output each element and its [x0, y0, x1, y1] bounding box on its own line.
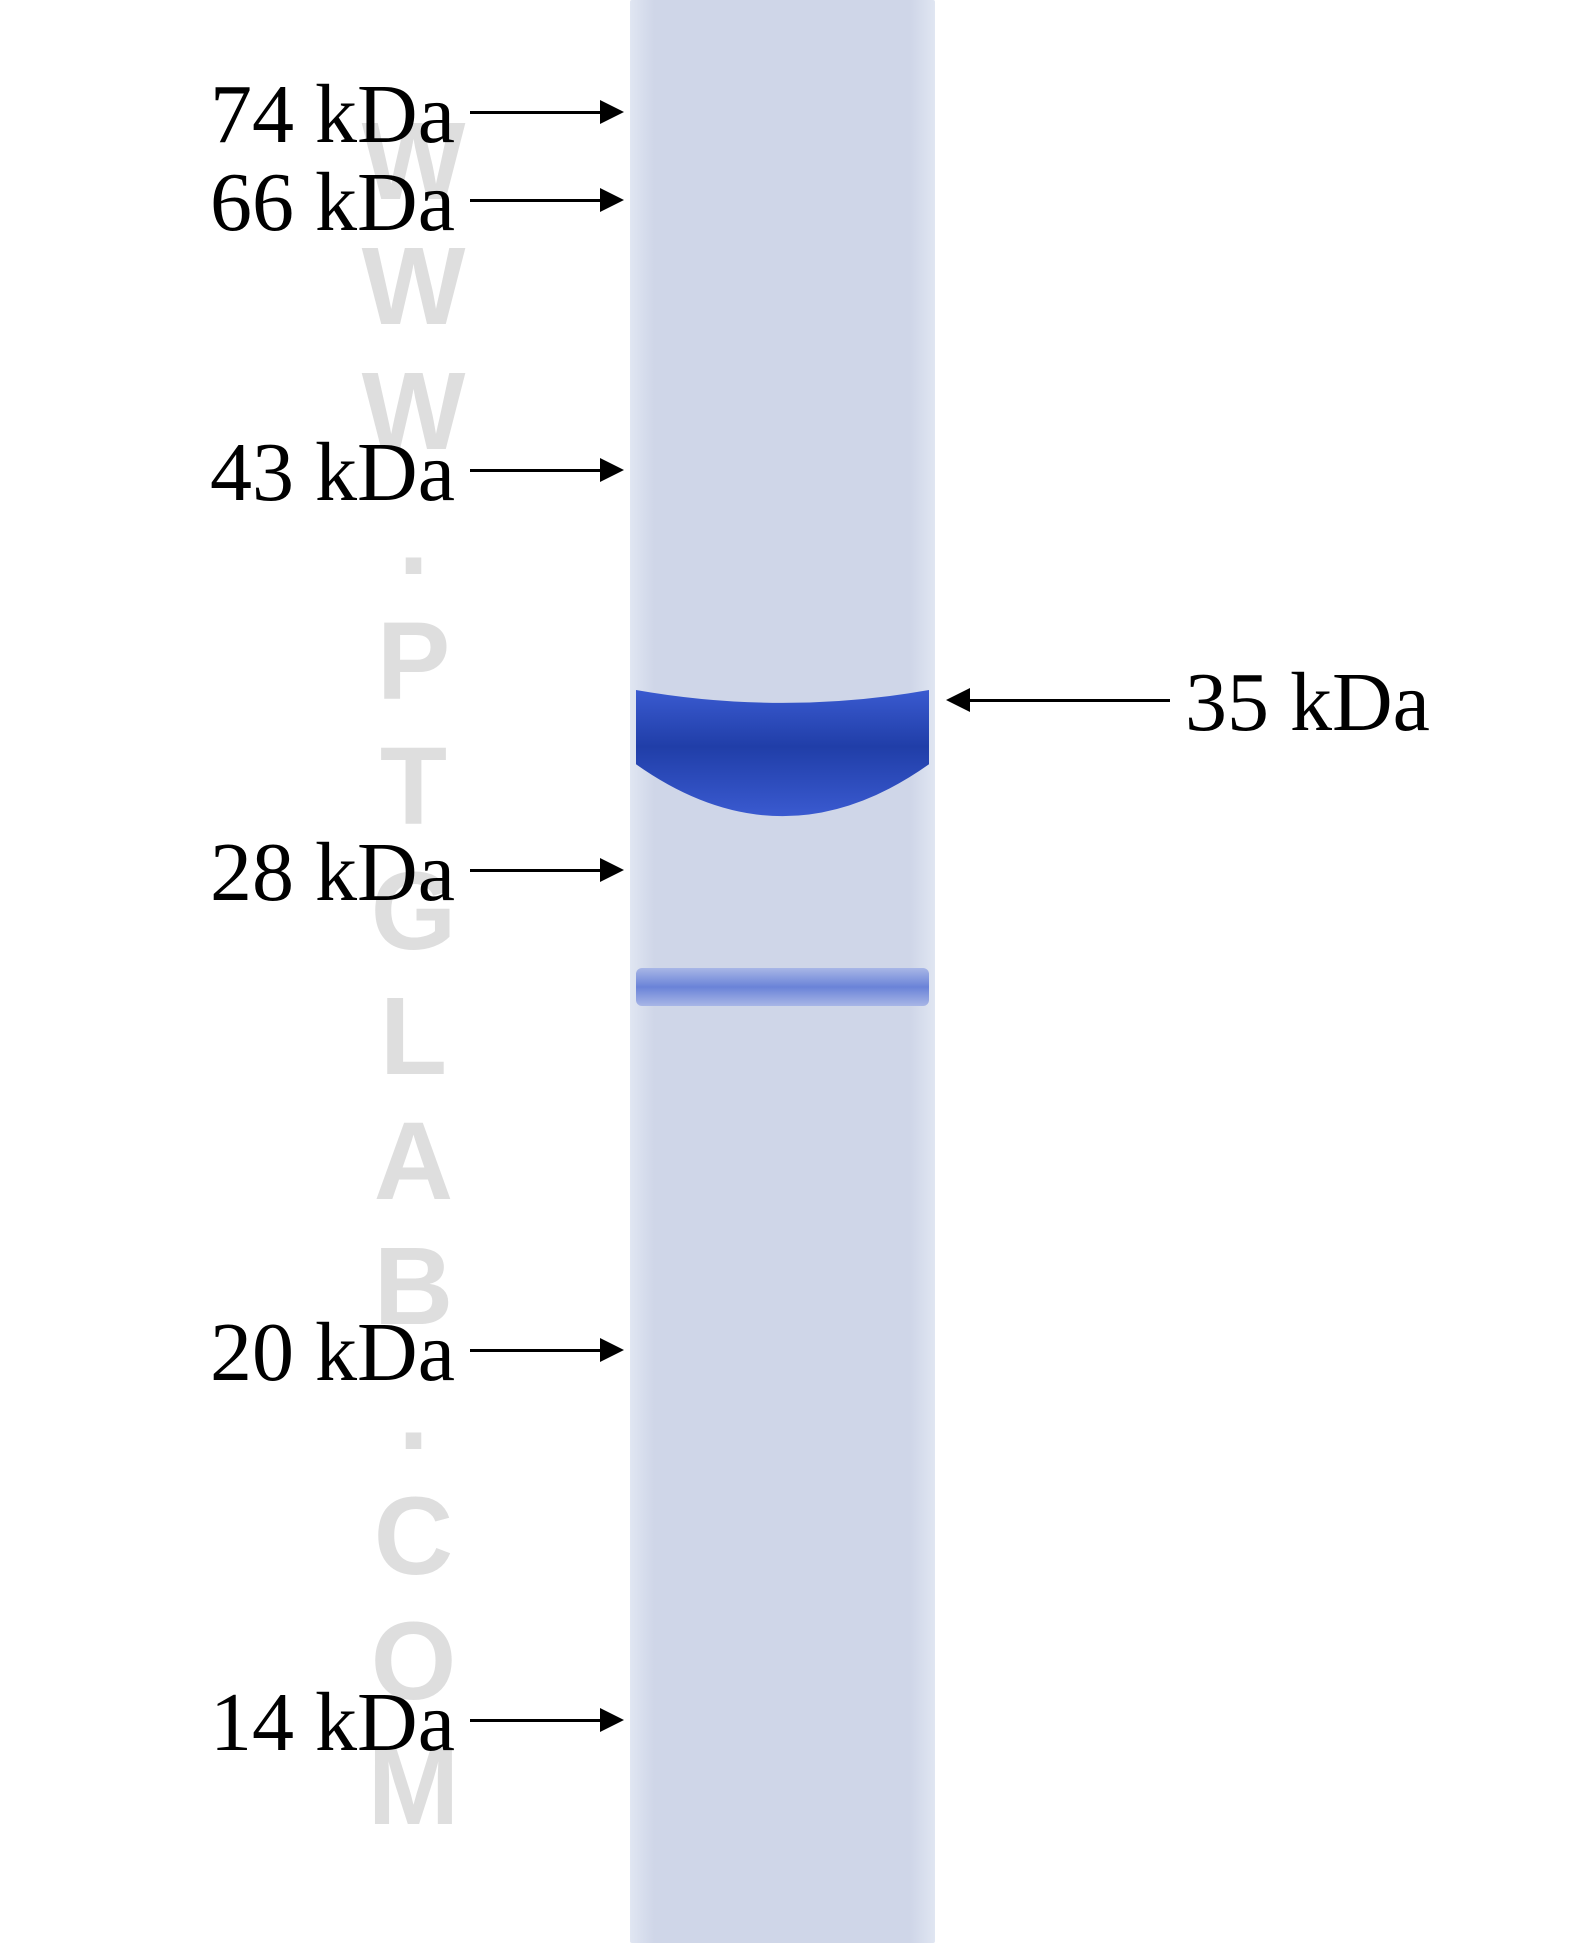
marker-arrow-head — [600, 188, 624, 212]
marker-arrow-head — [600, 100, 624, 124]
target-arrow-head — [946, 688, 970, 712]
marker-arrow-line — [470, 111, 600, 114]
marker-arrow-line — [470, 869, 600, 872]
marker-label: 14 kDa — [210, 1674, 455, 1771]
faint-band — [636, 968, 929, 1006]
marker-arrow-head — [600, 458, 624, 482]
marker-arrow-head — [600, 858, 624, 882]
marker-arrow-head — [600, 1708, 624, 1732]
marker-arrow-line — [470, 1719, 600, 1722]
marker-label: 43 kDa — [210, 424, 455, 521]
target-arrow-line — [970, 699, 1170, 702]
marker-label: 28 kDa — [210, 824, 455, 921]
marker-label: 74 kDa — [210, 66, 455, 163]
marker-arrow-head — [600, 1338, 624, 1362]
marker-label: 20 kDa — [210, 1304, 455, 1401]
marker-arrow-line — [470, 1349, 600, 1352]
marker-arrow-line — [470, 199, 600, 202]
target-band-label: 35 kDa — [1185, 654, 1430, 751]
marker-arrow-line — [470, 469, 600, 472]
main-band — [636, 690, 929, 825]
marker-label: 66 kDa — [210, 154, 455, 251]
